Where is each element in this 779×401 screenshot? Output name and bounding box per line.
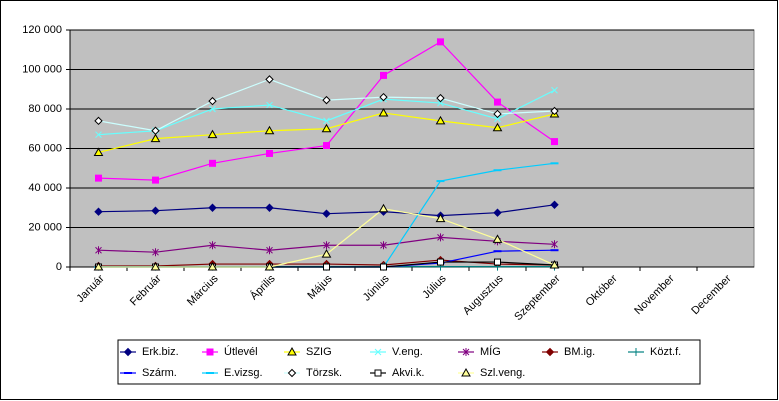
legend-marker — [545, 347, 555, 357]
marker — [379, 92, 388, 102]
marker — [494, 115, 501, 123]
marker — [207, 261, 218, 271]
legend-marker — [461, 367, 471, 377]
legend-marker — [462, 348, 470, 356]
legend-label: Szárm. — [142, 367, 177, 379]
marker — [436, 93, 445, 103]
marker — [550, 200, 559, 209]
marker — [549, 260, 560, 269]
series — [95, 38, 558, 184]
legend-marker — [206, 348, 214, 356]
marker — [321, 123, 332, 133]
marker — [208, 203, 217, 212]
series — [94, 75, 559, 135]
marker — [551, 240, 558, 249]
marker — [264, 125, 275, 135]
marker — [151, 126, 160, 135]
marker — [266, 101, 273, 109]
legend — [117, 339, 701, 385]
marker — [209, 159, 216, 167]
marker — [494, 98, 501, 106]
marker — [94, 116, 103, 126]
marker — [437, 233, 444, 242]
legend-marker — [287, 368, 297, 378]
marker — [437, 258, 444, 266]
marker — [492, 234, 503, 243]
marker — [95, 246, 102, 255]
y-tick-label: 100 000 — [22, 63, 62, 75]
marker — [435, 213, 446, 223]
y-tick-label: 20 000 — [28, 221, 62, 233]
legend-marker — [287, 346, 297, 356]
marker — [95, 174, 102, 182]
marker — [492, 122, 503, 132]
marker — [150, 133, 161, 143]
marker — [151, 206, 160, 215]
y-tick-label: 60 000 — [28, 142, 62, 154]
marker — [323, 142, 330, 150]
marker — [264, 261, 275, 271]
legend-label: MÍG — [480, 345, 501, 358]
series — [93, 203, 560, 271]
marker — [93, 147, 104, 156]
legend-label: Erk.biz. — [142, 346, 179, 358]
marker — [207, 129, 218, 139]
marker — [435, 115, 446, 125]
marker — [494, 258, 501, 266]
marker — [550, 106, 559, 116]
marker — [265, 75, 274, 84]
marker — [437, 38, 444, 46]
legend-marker — [632, 348, 640, 356]
legend-label: Szl.veng. — [480, 367, 525, 379]
marker — [493, 109, 502, 119]
marker — [378, 107, 389, 117]
y-tick-label: 0 — [56, 261, 62, 273]
marker — [94, 207, 103, 216]
marker — [323, 263, 330, 271]
marker — [265, 203, 274, 212]
marker — [378, 203, 389, 213]
legend-label: Közt.f. — [650, 346, 681, 358]
marker — [266, 149, 273, 157]
marker — [493, 208, 502, 217]
legend-marker — [374, 369, 382, 377]
legend-label: BM.ig. — [564, 346, 595, 358]
marker — [209, 105, 216, 113]
marker — [380, 241, 387, 250]
marker — [322, 209, 331, 218]
marker — [209, 241, 216, 250]
legend-label: V.eng. — [392, 346, 423, 358]
y-tick-label: 40 000 — [28, 182, 62, 194]
legend-label: Akvi.k. — [392, 367, 424, 379]
marker — [152, 176, 159, 184]
y-tick-label: 120 000 — [22, 24, 62, 36]
marker — [437, 99, 444, 107]
marker — [380, 263, 387, 271]
marker — [93, 261, 104, 271]
legend-marker — [374, 348, 382, 356]
y-tick-label: 80 000 — [28, 103, 62, 115]
marker — [321, 249, 332, 258]
legend-marker — [123, 347, 133, 357]
marker — [152, 248, 159, 257]
legend-label: Útlevél — [224, 345, 258, 358]
legend-label: SZIG — [306, 346, 332, 358]
legend-label: Törzsk. — [306, 367, 342, 379]
marker — [323, 117, 330, 125]
marker — [551, 86, 558, 94]
marker — [150, 261, 161, 271]
series — [93, 107, 560, 156]
legend-label: E.vizsg. — [224, 367, 263, 379]
marker — [551, 138, 558, 146]
marker — [322, 95, 331, 105]
marker — [380, 71, 387, 79]
series — [95, 233, 558, 257]
marker — [323, 241, 330, 250]
marker — [95, 131, 102, 139]
marker — [208, 96, 217, 106]
marker — [266, 246, 273, 255]
